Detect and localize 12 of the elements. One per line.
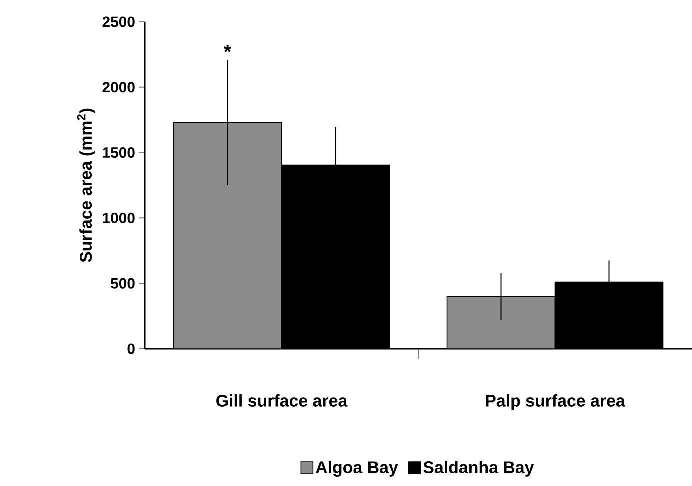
x-tick-label: Palp surface area xyxy=(486,394,626,410)
legend-label: Algoa Bay xyxy=(316,461,398,477)
x-tick-label: Gill surface area xyxy=(216,394,348,407)
y-tick-label: 1000 xyxy=(103,212,135,224)
legend-label: Saldanha Bay xyxy=(424,461,534,477)
y-tick-label: 2500 xyxy=(102,16,135,28)
y-tick-label: 1500 xyxy=(103,147,135,158)
annotation: * xyxy=(224,45,232,52)
y-tick-label: 2000 xyxy=(102,82,135,93)
y-tick-label: 500 xyxy=(111,278,135,289)
y-axis-title: Surface area (mm$^{2}$) xyxy=(77,108,96,262)
y-tick-label: 0 xyxy=(128,344,135,354)
